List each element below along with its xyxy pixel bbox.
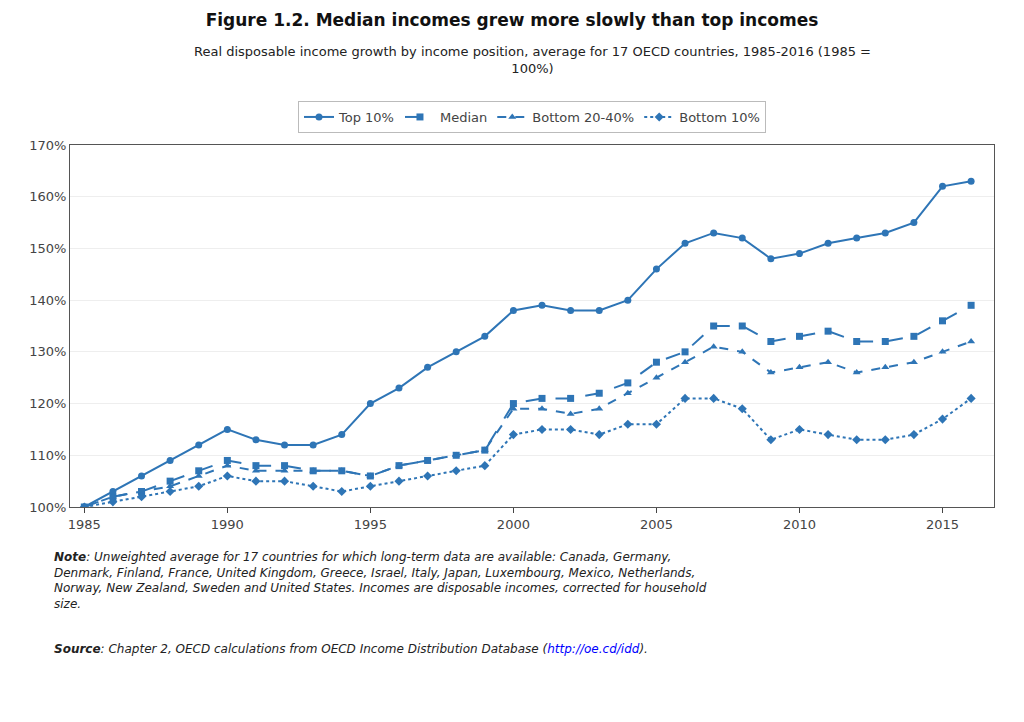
svg-text:Real disposable income growth: Real disposable income growth by income … xyxy=(194,44,871,76)
svg-text:100%: 100% xyxy=(29,500,66,515)
svg-text:170%: 170% xyxy=(29,138,66,153)
svg-text:1995: 1995 xyxy=(354,517,387,532)
svg-text:2010: 2010 xyxy=(783,517,816,532)
svg-text:150%: 150% xyxy=(29,241,66,256)
svg-text:Top 10%: Top 10% xyxy=(338,110,394,125)
svg-text:Figure 1.2. Median incomes gre: Figure 1.2. Median incomes grew more slo… xyxy=(206,10,819,30)
svg-text:2005: 2005 xyxy=(640,517,673,532)
svg-text:2000: 2000 xyxy=(497,517,530,532)
svg-text:140%: 140% xyxy=(29,293,66,308)
svg-text:Source: Chapter 2, OECD calcul: Source: Chapter 2, OECD calculations fro… xyxy=(54,642,648,656)
svg-text:1985: 1985 xyxy=(68,517,101,532)
svg-text:Note: Unweighted average for 1: Note: Unweighted average for 17 countrie… xyxy=(54,550,707,611)
svg-text:130%: 130% xyxy=(29,344,66,359)
svg-text:160%: 160% xyxy=(29,189,66,204)
svg-text:Bottom 20-40%: Bottom 20-40% xyxy=(532,110,634,125)
svg-text:120%: 120% xyxy=(29,396,66,411)
svg-text:110%: 110% xyxy=(29,448,66,463)
svg-text:2015: 2015 xyxy=(926,517,959,532)
svg-text:Bottom 10%: Bottom 10% xyxy=(679,110,760,125)
svg-text:Median: Median xyxy=(440,110,487,125)
svg-text:1990: 1990 xyxy=(211,517,244,532)
